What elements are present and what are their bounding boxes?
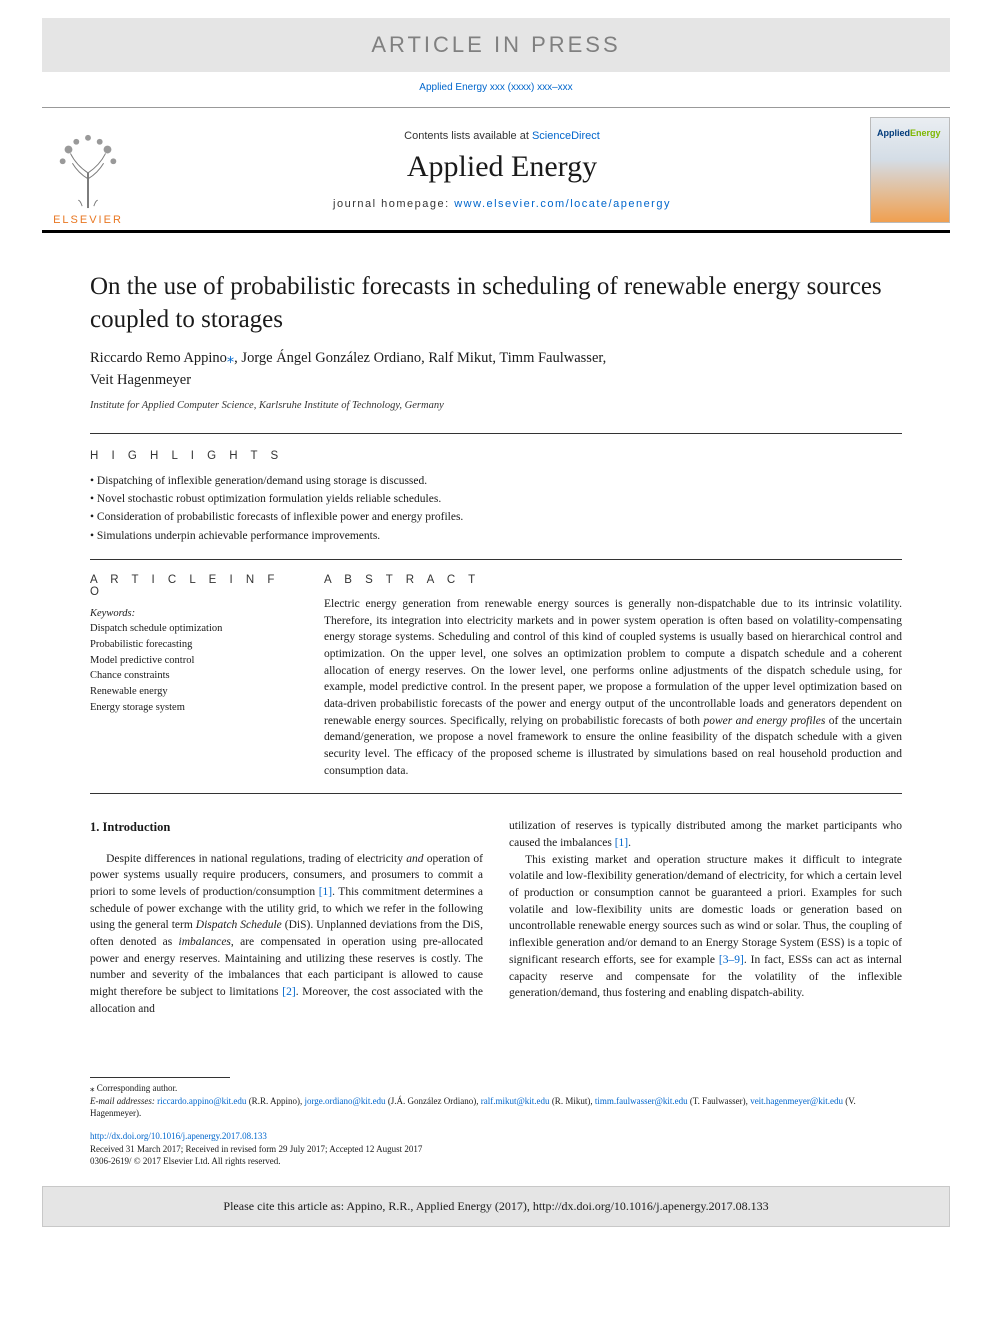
citation-link[interactable]: [1] (319, 886, 332, 898)
keyword-item: Probabilistic forecasting (90, 637, 290, 653)
section-heading-intro: 1. Introduction (90, 818, 483, 836)
journal-cover-thumbnail: AppliedEnergy (870, 117, 950, 223)
footnotes: ⁎ Corresponding author. E-mail addresses… (90, 1082, 902, 1120)
citation-box: Please cite this article as: Appino, R.R… (42, 1186, 950, 1227)
highlight-item: Simulations underpin achievable performa… (90, 527, 902, 545)
divider (90, 433, 902, 434)
author-affiliation: Institute for Applied Computer Science, … (90, 400, 902, 411)
author-email-link[interactable]: ralf.mikut@kit.edu (481, 1096, 550, 1106)
keyword-item: Chance constraints (90, 668, 290, 684)
article-in-press-banner: ARTICLE IN PRESS (42, 18, 950, 72)
highlight-item: Consideration of probabilistic forecasts… (90, 508, 902, 526)
email-addresses: E-mail addresses: riccardo.appino@kit.ed… (90, 1095, 902, 1120)
keywords-list: Dispatch schedule optimizationProbabilis… (90, 621, 290, 716)
highlight-item: Dispatching of inflexible generation/dem… (90, 472, 902, 490)
article-info-heading: A R T I C L E I N F O (90, 574, 290, 598)
doi-link[interactable]: http://dx.doi.org/10.1016/j.apenergy.201… (90, 1131, 267, 1141)
article-info-column: A R T I C L E I N F O Keywords: Dispatch… (90, 574, 290, 779)
journal-homepage-line: journal homepage: www.elsevier.com/locat… (134, 198, 870, 210)
abstract-text: Electric energy generation from renewabl… (324, 596, 902, 779)
doi-block: http://dx.doi.org/10.1016/j.apenergy.201… (90, 1130, 902, 1168)
copyright-line: 0306-2619/ © 2017 Elsevier Ltd. All righ… (90, 1156, 281, 1166)
abstract-column: A B S T R A C T Electric energy generati… (324, 574, 902, 779)
author-email-link[interactable]: jorge.ordiano@kit.edu (304, 1096, 385, 1106)
journal-homepage-link[interactable]: www.elsevier.com/locate/apenergy (454, 198, 671, 210)
journal-title: Applied Energy (134, 150, 870, 184)
citation-link[interactable]: [3–9] (719, 954, 744, 966)
article-title: On the use of probabilistic forecasts in… (90, 271, 902, 336)
corresponding-author-note: ⁎ Corresponding author. (90, 1082, 902, 1095)
keyword-item: Dispatch schedule optimization (90, 621, 290, 637)
elsevier-wordmark: ELSEVIER (53, 214, 123, 226)
sciencedirect-link[interactable]: ScienceDirect (532, 130, 600, 142)
highlight-item: Novel stochastic robust optimization for… (90, 490, 902, 508)
author-email-link[interactable]: riccardo.appino@kit.edu (157, 1096, 246, 1106)
contents-list-line: Contents lists available at ScienceDirec… (134, 130, 870, 142)
journal-reference-top: Applied Energy xxx (xxxx) xxx–xxx (0, 82, 992, 93)
abstract-heading: A B S T R A C T (324, 574, 902, 586)
author-list: Riccardo Remo Appino⁎, Jorge Ángel Gonzá… (90, 348, 902, 392)
keywords-label: Keywords: (90, 608, 290, 619)
body-columns: 1. Introduction Despite differences in n… (90, 818, 902, 1017)
citation-link[interactable]: [2] (282, 986, 295, 998)
keyword-item: Model predictive control (90, 653, 290, 669)
elsevier-tree-icon (49, 130, 127, 212)
body-column-right: utilization of reserves is typically dis… (509, 818, 902, 1017)
keyword-item: Energy storage system (90, 700, 290, 716)
highlights-block: Dispatching of inflexible generation/dem… (0, 472, 992, 546)
highlights-heading: H I G H L I G H T S (90, 450, 902, 462)
keyword-item: Renewable energy (90, 684, 290, 700)
journal-header: ELSEVIER Contents lists available at Sci… (42, 107, 950, 233)
author-email-link[interactable]: timm.faulwasser@kit.edu (595, 1096, 688, 1106)
body-column-left: 1. Introduction Despite differences in n… (90, 818, 483, 1017)
received-dates: Received 31 March 2017; Received in revi… (90, 1144, 422, 1154)
footnote-rule (90, 1077, 230, 1078)
author-email-link[interactable]: veit.hagenmeyer@kit.edu (750, 1096, 843, 1106)
divider (90, 793, 902, 794)
divider (90, 559, 902, 560)
journal-ref-link[interactable]: Applied Energy xxx (xxxx) xxx–xxx (419, 82, 572, 93)
elsevier-logo: ELSEVIER (42, 114, 134, 226)
citation-link[interactable]: [1] (615, 837, 628, 849)
